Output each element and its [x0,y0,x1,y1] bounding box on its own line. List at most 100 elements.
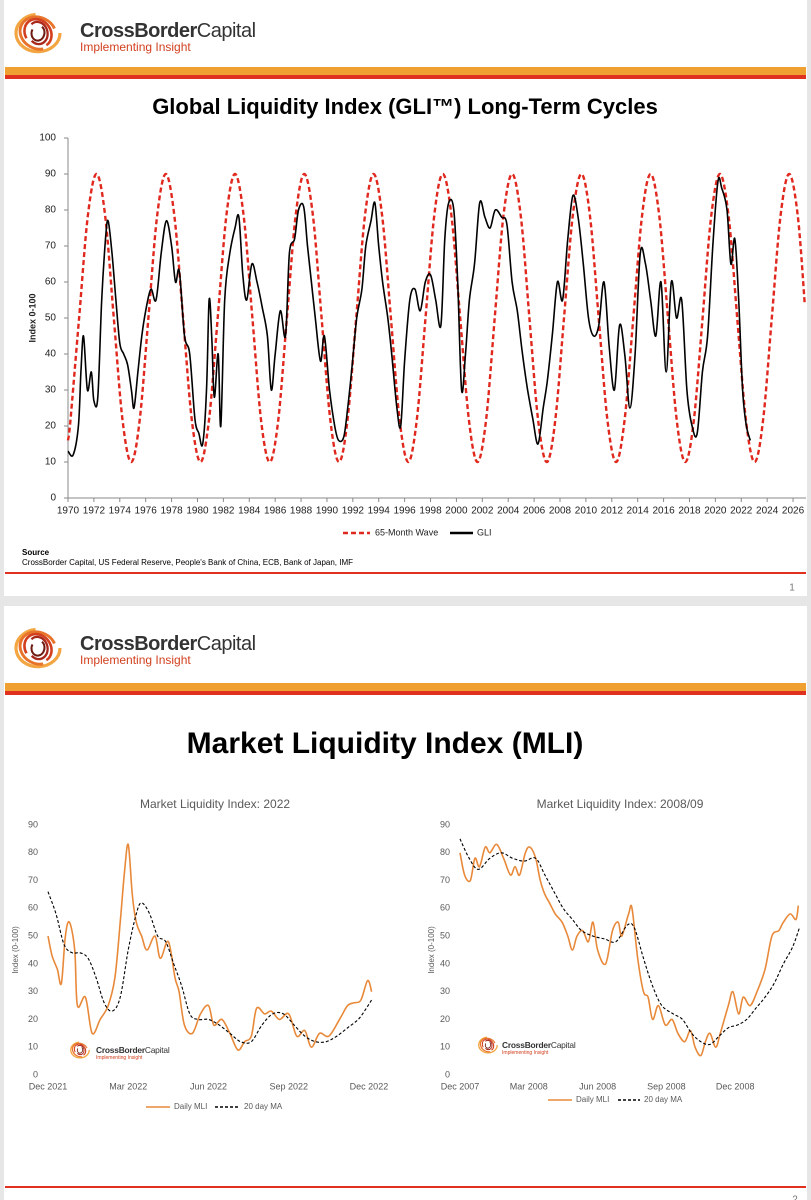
chart-title: Market Liquidity Index: 2022 [140,797,290,811]
logo-name: CrossBorderCapital [96,1045,170,1055]
logo [14,627,62,669]
logo-swirl [478,1036,498,1054]
logo-name-bold: CrossBorder [80,633,197,655]
x-tick-label: 1990 [316,506,339,517]
y-axis-label: Index (0-100) [427,926,436,974]
legend-label: Daily MLI [576,1095,609,1104]
y-axis-label: Index (0-100) [11,926,20,974]
logo-name-regular: Capital [197,633,256,655]
x-tick-label: 1992 [342,506,365,517]
logo-tagline: Implementing Insight [96,1055,143,1061]
x-tick-label: Sep 2022 [269,1081,308,1091]
y-tick-label: 70 [28,875,38,885]
legend-label: 65-Month Wave [375,527,438,537]
slide-title: Global Liquidity Index (GLI™) Long-Term … [152,94,658,119]
source-label: Source [22,548,50,557]
legend-label: GLI [477,527,492,537]
y-tick-label: 60 [440,903,450,913]
x-tick-label: Jun 2022 [190,1081,227,1091]
logo-swirl [484,1042,492,1049]
y-tick-label: 90 [440,819,450,829]
y-tick-label: 30 [440,986,450,996]
logo [70,1041,90,1059]
x-tick-label: 1988 [290,506,313,517]
slide-title: Market Liquidity Index (MLI) [187,727,584,760]
legend-label: Daily MLI [174,1102,207,1111]
y-tick-label: 0 [33,1069,38,1079]
x-tick-label: 1996 [394,506,417,517]
logo-name: CrossBorderCapital [502,1040,576,1050]
footer-line [5,572,806,574]
x-tick-label: 2004 [497,506,520,517]
y-tick-label: 60 [28,903,38,913]
logo-swirl [14,627,62,669]
x-tick-label: Dec 2021 [29,1081,68,1091]
y-tick-label: 40 [45,349,57,360]
x-tick-label: Dec 2008 [716,1081,755,1091]
x-tick-label: 2010 [575,506,598,517]
footer-line [5,1186,806,1188]
y-tick-label: 80 [28,847,38,857]
legend-label: 20 day MA [244,1102,283,1111]
x-tick-label: Dec 2007 [441,1081,480,1091]
y-tick-label: 50 [45,313,57,324]
logo-swirl [71,1042,88,1058]
logo-name-bold: CrossBorder [96,1045,146,1055]
y-tick-label: 70 [45,241,57,252]
x-tick-label: Mar 2022 [109,1081,147,1091]
x-tick-label: 2014 [627,506,650,517]
logo [478,1036,498,1054]
logo-name-bold: CrossBorder [80,20,197,42]
logo-name-regular: Capital [145,1045,170,1055]
x-tick-label: Jun 2008 [579,1081,616,1091]
x-tick-label: 2002 [471,506,494,517]
logo-swirl [70,1041,90,1059]
header-stripe [5,691,806,695]
y-tick-label: 10 [440,1042,450,1052]
y-tick-label: 40 [440,958,450,968]
y-tick-label: 40 [28,958,38,968]
logo-swirl [30,26,46,42]
y-tick-label: 20 [45,421,57,432]
source-text: CrossBorder Capital, US Federal Reserve,… [22,558,353,567]
x-tick-label: 1982 [212,506,235,517]
logo-swirl [23,632,53,662]
y-tick-label: 20 [440,1014,450,1024]
x-tick-label: 1972 [83,506,106,517]
series-line [66,172,806,464]
logo-swirl [479,1037,496,1053]
header-stripe [5,683,806,691]
y-tick-label: 10 [45,457,57,468]
y-tick-label: 0 [50,493,56,504]
logo-swirl [30,641,46,657]
logo-name: CrossBorderCapital [80,633,256,655]
y-tick-label: 80 [45,205,57,216]
series-line [459,843,800,1057]
logo [14,12,62,54]
logo-swirl [14,12,62,54]
slide-2 [4,606,807,1200]
logo-swirl [76,1047,84,1054]
x-tick-label: 2018 [678,506,701,517]
logo-swirl [73,1043,87,1056]
y-tick-label: 80 [440,847,450,857]
x-tick-label: 2020 [704,506,727,517]
x-tick-label: 1986 [264,506,287,517]
logo-name-bold: CrossBorder [502,1040,552,1050]
x-tick-label: Dec 2022 [350,1081,389,1091]
logo-tagline: Implementing Insight [80,653,191,667]
y-tick-label: 20 [28,1014,38,1024]
page-number: 2 [792,1195,798,1200]
header-stripe [5,75,806,79]
logo-swirl [484,1039,493,1051]
x-tick-label: 2024 [756,506,779,517]
legend-label: 20 day MA [644,1095,683,1104]
x-tick-label: 1994 [368,506,391,517]
y-axis-label: Index 0-100 [27,293,37,342]
logo-name-regular: Capital [551,1040,576,1050]
series-line [67,176,752,457]
logo-swirl [23,17,53,47]
y-tick-label: 50 [28,930,38,940]
y-tick-label: 0 [445,1069,450,1079]
